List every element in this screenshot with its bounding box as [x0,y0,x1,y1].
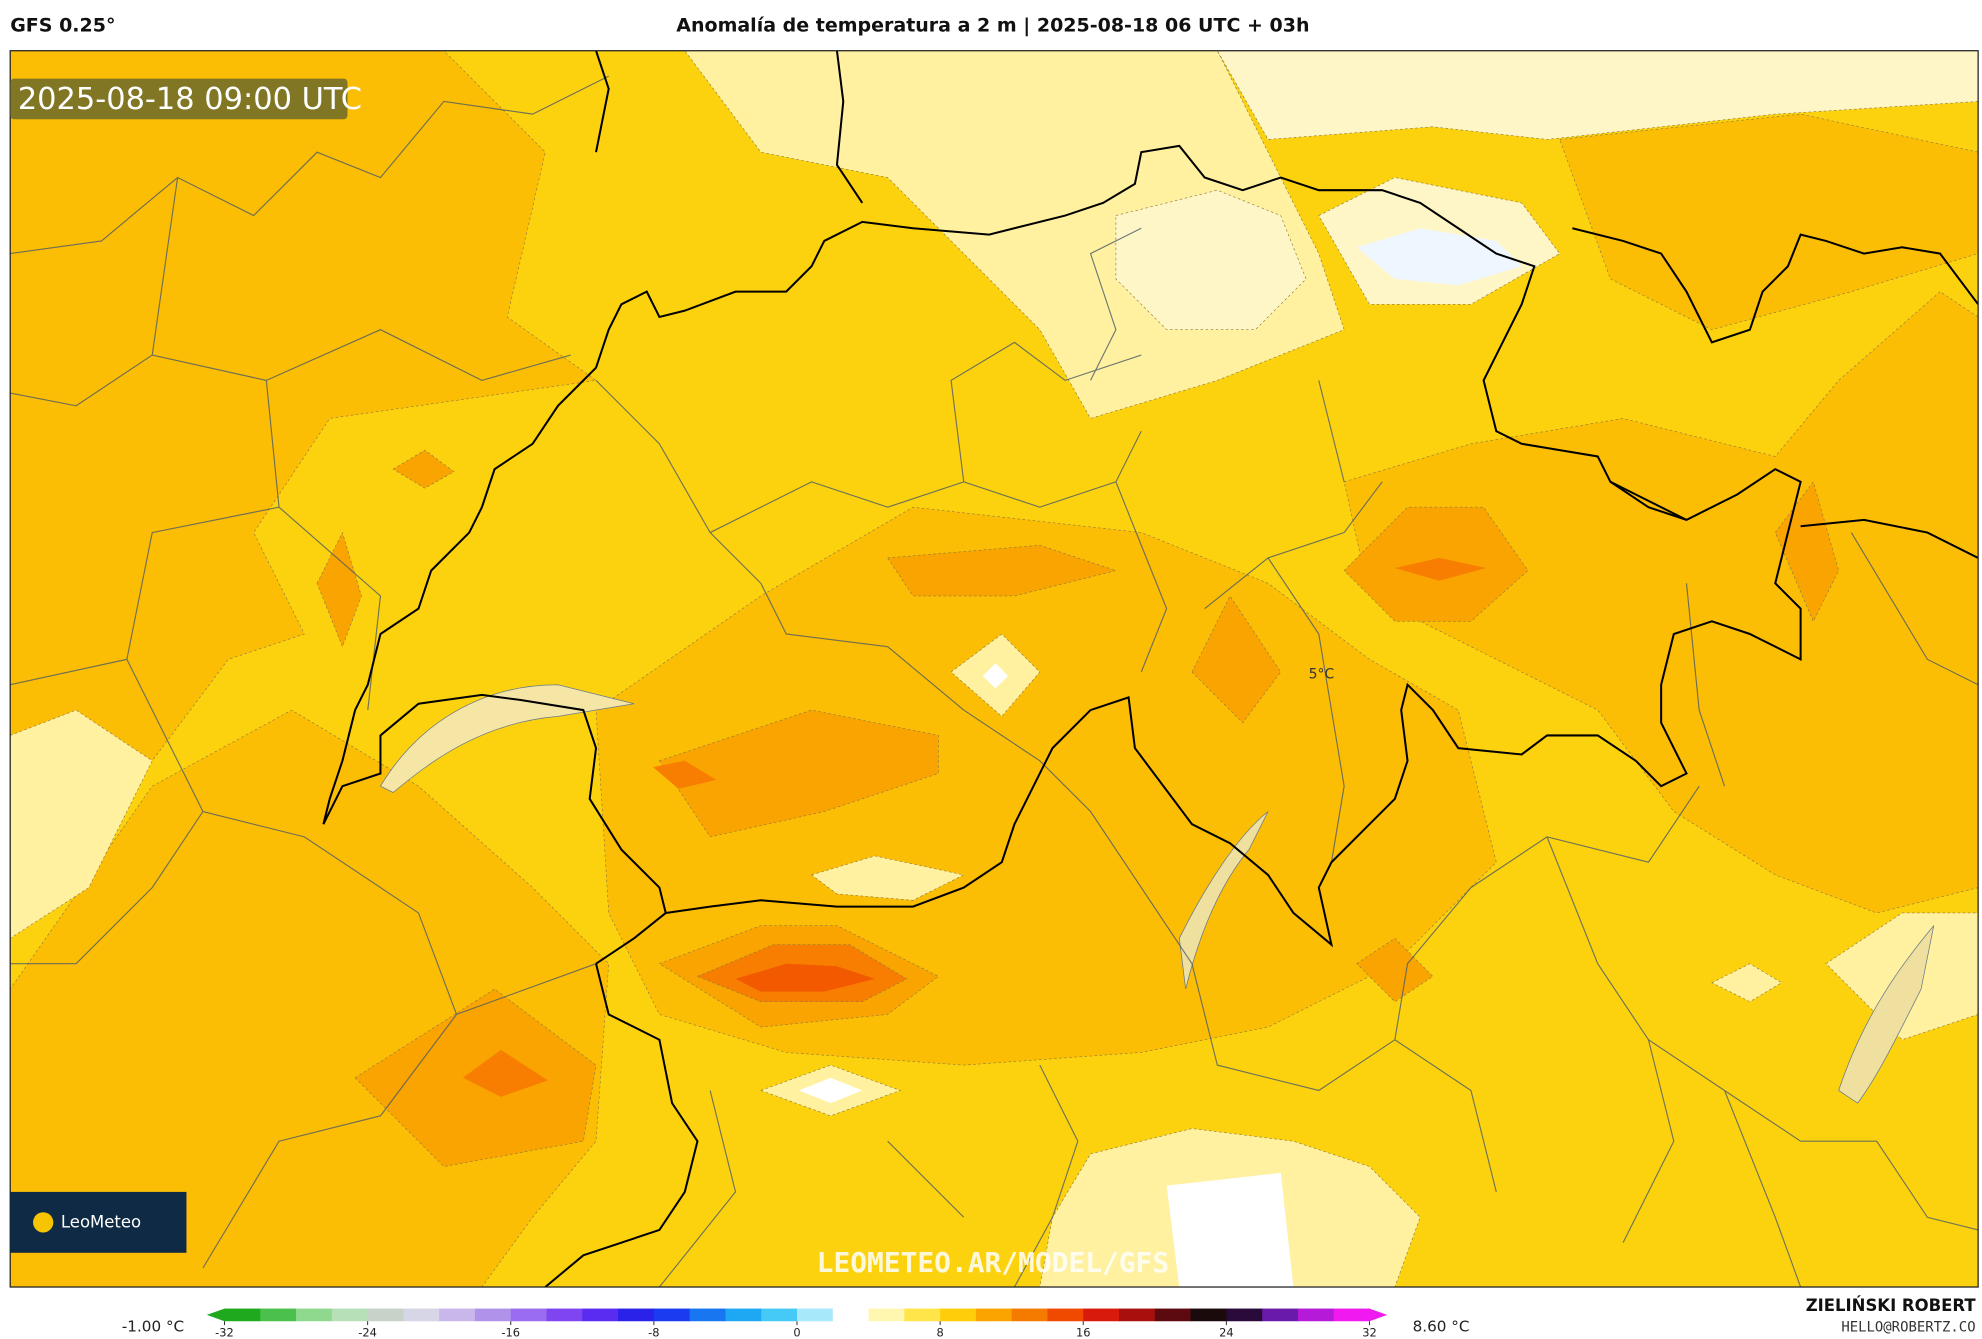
colorbar-segment [331,1308,369,1322]
colorbar-segment [1333,1308,1371,1322]
contour-label: 5°C [1309,666,1335,682]
colorbar-tick-label: 0 [793,1325,800,1339]
colorbar-segment [689,1308,727,1322]
colorbar-segment [1297,1308,1335,1322]
colorbar-arrow-left [206,1308,225,1322]
logo-text: LeoMeteo [61,1212,141,1231]
colorbar-segment [904,1308,941,1322]
colorbar-segment [1262,1308,1299,1322]
colorbar-segment [403,1308,440,1322]
colorbar-segment [618,1308,655,1322]
logo-sun [33,1212,54,1233]
colorbar-segment [546,1308,583,1322]
colorbar-segment [653,1308,691,1322]
colorbar-segment [1226,1308,1263,1322]
colorbar-segment [510,1308,548,1322]
colorbar-segment [1011,1308,1049,1322]
colorbar-segment [725,1308,762,1322]
colorbar-tick-label: -32 [215,1325,234,1339]
colorbar: -32 -24 -16 -8 0 8 16 24 32 [206,1308,1388,1339]
colorbar-tick-label: 24 [1219,1325,1234,1339]
timestamp-box [10,78,348,120]
colorbar-segment [1083,1308,1120,1322]
colorbar-segment [761,1308,798,1322]
colorbar-segment [260,1308,297,1322]
map-frame [9,50,1979,1288]
colorbar-tick-label: 32 [1362,1325,1377,1339]
colorbar-segment [582,1308,619,1322]
author: ZIELIŃSKI ROBERT [1806,1296,1977,1315]
colorbar-segment [1047,1308,1084,1322]
colorbar-segment [296,1308,333,1322]
colorbar-tick-label: 8 [936,1325,943,1339]
colorbar-segment [439,1308,476,1322]
min-label: -1.00 °C [122,1317,184,1335]
colorbar-segment [940,1308,977,1322]
colorbar-segment [1154,1308,1192,1322]
colorbar-segment [868,1308,905,1322]
colorbar-segment [975,1308,1013,1322]
colorbar-segment [832,1308,870,1322]
colorbar-tick-label: -24 [358,1325,377,1339]
model-name: GFS 0.25° [10,15,115,37]
colorbar-tick-label: -16 [501,1325,520,1339]
colorbar-segment [224,1308,261,1322]
email: HELLO@ROBERTZ.CO [1841,1319,1975,1335]
colorbar-segment [1190,1308,1228,1322]
colorbar-segment [367,1308,405,1322]
watermark: LEOMETEO.AR/MODEL/GFS [817,1246,1169,1279]
colorbar-segment [796,1308,834,1322]
colorbar-segment [1119,1308,1156,1322]
colorbar-arrow-right [1369,1308,1388,1322]
max-label: 8.60 °C [1413,1317,1470,1335]
colorbar-tick-label: -8 [648,1325,659,1339]
colorbar-tick-label: 16 [1076,1325,1091,1339]
colorbar-segment [474,1308,512,1322]
map [10,50,1979,1288]
timestamp: 2025-08-18 09:00 UTC [18,82,362,117]
map-title: Anomalía de temperatura a 2 m | 2025-08-… [676,15,1309,37]
